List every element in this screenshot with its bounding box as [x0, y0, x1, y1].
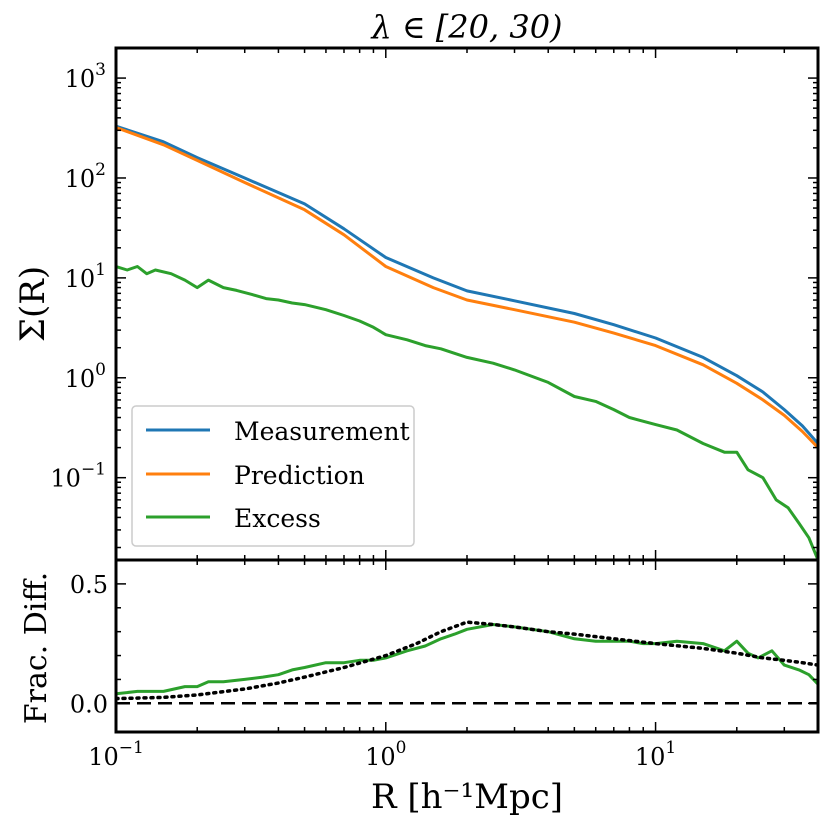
bottom-y-axis-label: Frac. Diff. [19, 572, 54, 724]
y-tick-label: 0.5 [70, 571, 108, 599]
y-tick-label: 0.0 [70, 690, 108, 718]
y-tick-label: 101 [65, 260, 106, 293]
legend-label-prediction: Prediction [234, 461, 365, 490]
top-y-axis-label: Σ(R) [13, 266, 53, 342]
x-tick-label: 101 [635, 738, 676, 771]
top-curves [116, 124, 818, 560]
x-tick-label: 100 [365, 738, 406, 771]
y-tick-label: 103 [65, 60, 106, 93]
y-tick-label: 100 [65, 360, 106, 393]
legend-label-excess: Excess [234, 504, 321, 533]
y-tick-label: 102 [65, 160, 106, 193]
chart-title: λ ∈ [20, 30) [369, 8, 562, 46]
x-tick-label: 10−1 [88, 738, 144, 771]
series-line-excess-fraction [116, 623, 818, 696]
series-line-prediction-fraction [116, 620, 818, 701]
series-line-excess [116, 265, 818, 560]
bottom-panel-frame [114, 558, 820, 734]
series-line-measurement [116, 124, 818, 445]
legend: Measurement Prediction Excess [131, 405, 415, 547]
legend-label-measurement: Measurement [234, 417, 410, 446]
series-line-prediction [116, 126, 818, 449]
bottom-curves [116, 620, 818, 705]
bottom-panel: 0.0 0.5 10−1 100 101 [70, 558, 820, 771]
y-tick-label: 10−1 [50, 460, 106, 493]
legend-box [131, 405, 415, 547]
x-axis-label: R [h⁻¹Mpc] [371, 777, 563, 817]
bottom-ticks: 0.0 0.5 10−1 100 101 [70, 560, 819, 771]
